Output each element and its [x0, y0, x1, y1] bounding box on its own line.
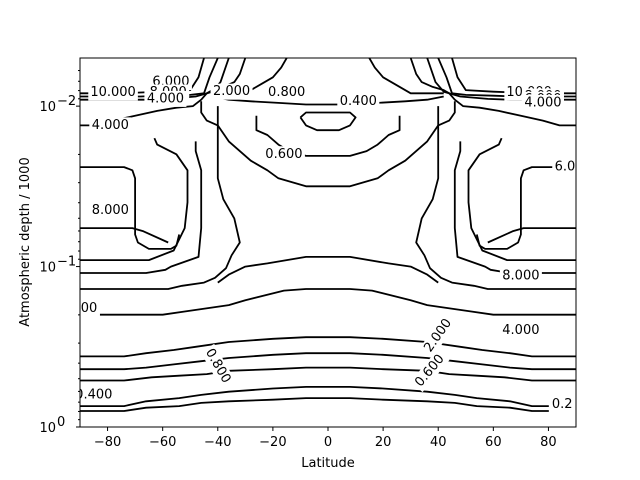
contour-label: 0.400 [75, 387, 112, 402]
contour-line-lower-0.3 [80, 352, 576, 371]
contour-line-top-4-b [409, 58, 576, 127]
x-axis: −80 −60 −40 −20 0 20 40 60 80 [94, 427, 557, 450]
contour-label-background [337, 93, 380, 110]
contour-label: 6.000 [555, 160, 592, 175]
contour-label-background [89, 202, 132, 219]
contour-line-upper-0.8 [200, 101, 456, 188]
contour-label-background [410, 349, 450, 393]
contour-label-background [88, 84, 138, 101]
contour-label: 10.000 [90, 85, 136, 100]
x-tick-label: 0 [324, 435, 332, 450]
contour-lines [80, 58, 576, 412]
contour-label: 0.600 [265, 147, 302, 162]
contour-line-right-8 [475, 166, 576, 250]
contour-line-bottom-0.05 [80, 397, 576, 412]
contour-line-upper-0.6-closed [212, 95, 444, 106]
contour-label: 0.800 [268, 85, 305, 100]
contour-label: .000 [68, 301, 97, 316]
contour-line-right-2 [415, 106, 576, 290]
x-tick-label: 60 [485, 435, 502, 450]
contour-line-upper-0.4 [299, 111, 357, 132]
x-tick-label: −60 [149, 435, 176, 450]
contour-line-lower-0.4 [80, 336, 576, 358]
x-tick-label: −20 [259, 435, 286, 450]
x-axis-label: Latitude [301, 456, 355, 471]
contour-line-left-6 [80, 227, 169, 244]
y-tick-label: 10 [39, 100, 56, 115]
y-axis-label: Atmospheric depth / 1000 [18, 157, 33, 326]
contour-line-top-2-b [368, 58, 444, 95]
x-tick-label: 20 [375, 435, 392, 450]
contour-line-upper-0.6 [255, 115, 401, 157]
contour-label-background [200, 343, 236, 389]
contour-label: 8.000 [502, 269, 539, 284]
contour-label: 4.000 [92, 118, 129, 133]
contour-label-background [419, 313, 457, 358]
contour-label-background [499, 268, 542, 285]
contour-label-background [89, 117, 132, 134]
contour-line-right-6 [487, 227, 576, 244]
y-tick-exponent: −2 [57, 94, 76, 109]
contour-label: 4.000 [147, 91, 184, 106]
contour-label: 0.2 [552, 397, 573, 412]
x-tick-label: −80 [94, 435, 121, 450]
contour-line-left-2 [80, 106, 241, 290]
y-tick-exponent: 0 [57, 415, 65, 430]
contour-label-background [499, 322, 542, 339]
contour-line-lower-0.6 [80, 288, 576, 316]
contour-label: 4.000 [502, 323, 539, 338]
contour-label-background [548, 396, 576, 413]
y-tick-label: 10 [39, 421, 56, 436]
contour-label: 4.000 [524, 95, 561, 110]
contour-label-background [144, 90, 187, 107]
x-tick-label: 80 [540, 435, 557, 450]
contour-line-left-4-a [80, 137, 189, 262]
contour-label: 0.800 [202, 346, 234, 386]
y-tick-label: 10 [39, 261, 56, 276]
contour-line-right-4-a [467, 137, 576, 262]
contour-label-background [265, 84, 308, 101]
contour-line-lower-0.1 [80, 385, 576, 408]
contour-label-background [552, 159, 576, 176]
contour-line-lower-0.8 [217, 255, 439, 284]
contour-label-background [262, 146, 305, 163]
contour-label: 8.000 [92, 203, 129, 218]
x-tick-label: −40 [204, 435, 231, 450]
contour-line-lower-0.2 [80, 366, 576, 382]
x-tick-label: 40 [430, 435, 447, 450]
contour-line-left-4-d [80, 141, 203, 274]
contour-label-background [210, 83, 253, 100]
contour-label-background [80, 386, 115, 403]
contour-label: 0.400 [340, 94, 377, 109]
contour-line-left-8 [80, 166, 181, 250]
contour-label: 2.000 [213, 84, 250, 99]
contour-label-background [80, 300, 100, 317]
contour-label-background [521, 94, 564, 111]
y-tick-exponent: −1 [57, 255, 76, 270]
